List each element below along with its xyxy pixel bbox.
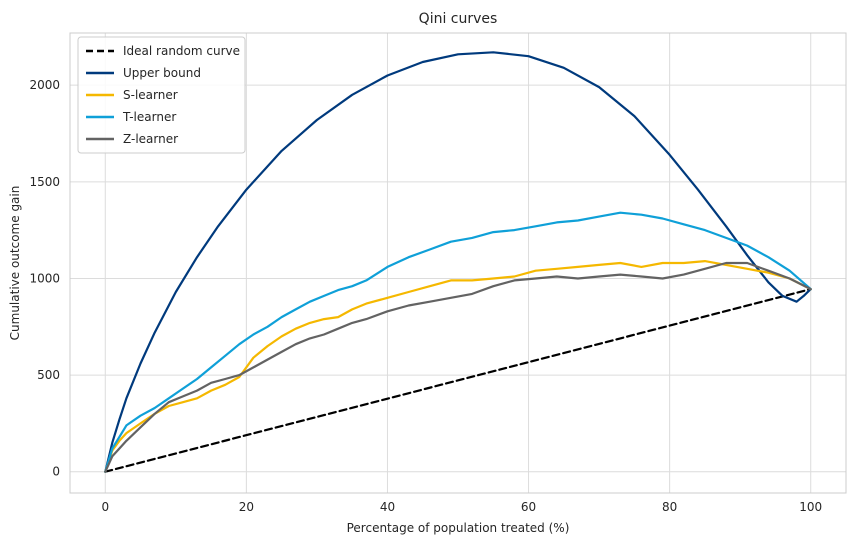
legend-label-upper-bound: Upper bound bbox=[123, 66, 201, 80]
plot-area bbox=[69, 32, 847, 494]
y-tick-label: 0 bbox=[52, 465, 60, 479]
series-line-upper-bound bbox=[104, 51, 812, 473]
series-line-z-learner bbox=[104, 261, 812, 473]
series-line-s-learner bbox=[104, 260, 812, 473]
y-tick-label: 2000 bbox=[29, 78, 60, 92]
y-axis-ticks: 0 500 1000 1500 2000 bbox=[29, 78, 60, 479]
x-tick-label: 100 bbox=[799, 500, 822, 514]
x-tick-label: 80 bbox=[662, 500, 677, 514]
legend-label-ideal-random-curve: Ideal random curve bbox=[123, 44, 240, 58]
legend-frame bbox=[77, 36, 246, 154]
y-tick-label: 500 bbox=[37, 368, 60, 382]
x-axis-label: Percentage of population treated (%) bbox=[347, 521, 570, 535]
series-line-ideal-random-curve bbox=[104, 288, 812, 473]
series-layer bbox=[104, 51, 812, 473]
x-tick-label: 40 bbox=[380, 500, 395, 514]
legend-label-s-learner: S-learner bbox=[123, 88, 178, 102]
y-tick-label: 1000 bbox=[29, 271, 60, 285]
y-tick-label: 1500 bbox=[29, 175, 60, 189]
legend: Ideal random curve Upper bound S-learner T-… bbox=[77, 36, 246, 154]
chart-title: Qini curves bbox=[419, 11, 498, 27]
grid-lines bbox=[70, 33, 846, 493]
legend-label-t-learner: T-learner bbox=[122, 110, 176, 124]
legend-label-z-learner: Z-learner bbox=[123, 132, 178, 146]
series-line-t-learner bbox=[104, 211, 812, 473]
x-axis-ticks: 0 20 40 60 80 100 bbox=[101, 500, 822, 514]
x-tick-label: 60 bbox=[521, 500, 536, 514]
x-tick-label: 0 bbox=[101, 500, 109, 514]
x-tick-label: 20 bbox=[239, 500, 254, 514]
y-axis-label: Cumulative outcome gain bbox=[8, 186, 22, 341]
